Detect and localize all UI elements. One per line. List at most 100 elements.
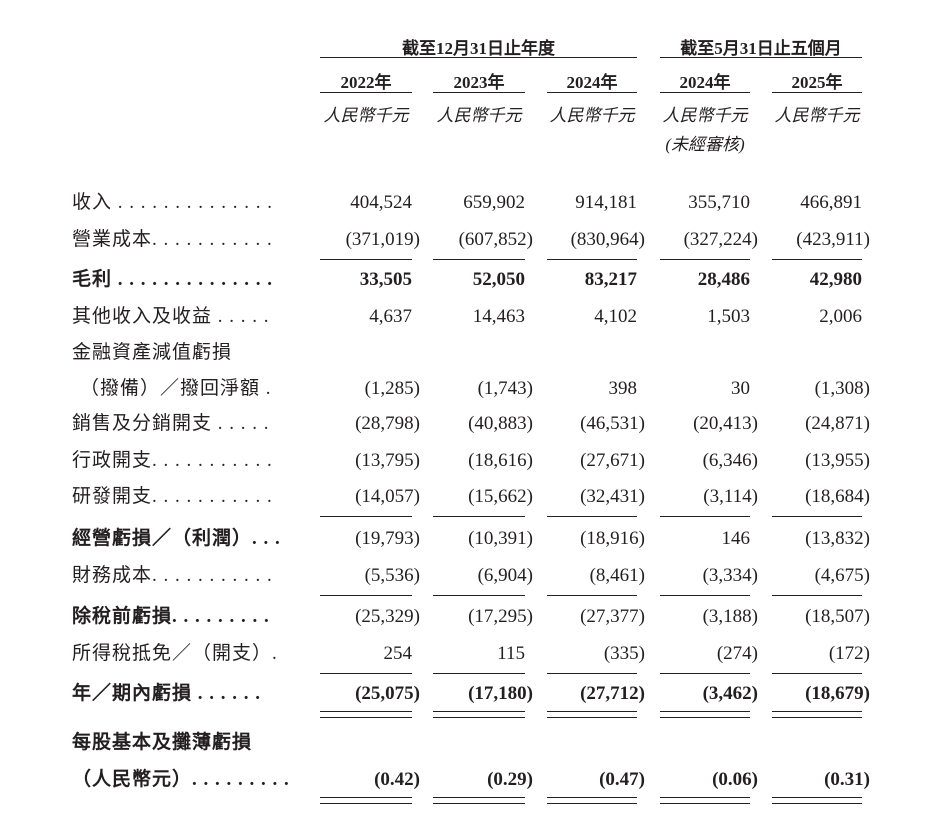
group-rule-year	[320, 57, 637, 58]
table-cell: (17,295)	[468, 606, 533, 627]
subtotal-rule	[772, 516, 862, 517]
table-cell: (3,188)	[702, 606, 758, 627]
subtotal-rule	[320, 259, 412, 260]
table-cell: (27,712)	[580, 683, 645, 704]
column-year-rule	[433, 92, 525, 93]
total-double-rule	[547, 717, 637, 718]
row-label: 研發開支. . . . . . . . . . .	[72, 486, 273, 507]
subtotal-rule	[433, 516, 525, 517]
table-cell: (0.47)	[599, 769, 645, 790]
table-cell: (1,743)	[477, 378, 533, 399]
table-cell: 404,524	[350, 192, 412, 213]
table-cell: 146	[721, 528, 751, 549]
column-unit: 人民幣千元	[549, 106, 635, 125]
subtotal-rule	[772, 595, 862, 596]
subtotal-rule	[320, 516, 412, 517]
column-year-rule	[547, 92, 637, 93]
row-label: （人民幣元）. . . . . . . . .	[72, 769, 290, 790]
column-year: 2024年	[679, 73, 731, 92]
table-cell: (13,955)	[805, 450, 870, 471]
row-label: 所得稅抵免／（開支）.	[72, 643, 278, 664]
table-cell: (0.06)	[712, 769, 758, 790]
row-label: 金融資產減值虧損	[72, 342, 233, 363]
table-cell: (423,911)	[796, 229, 870, 250]
total-double-rule	[660, 803, 750, 804]
group-rule-period	[660, 57, 862, 58]
row-label: 收入 . . . . . . . . . . . . . .	[72, 192, 274, 213]
table-cell: (20,413)	[693, 413, 758, 434]
table-cell: 4,102	[594, 306, 637, 327]
column-year-rule	[320, 92, 412, 93]
total-double-rule	[433, 797, 525, 798]
table-cell: (15,662)	[468, 486, 533, 507]
table-cell: (274)	[716, 643, 758, 664]
subtotal-rule	[660, 516, 750, 517]
table-cell: 4,637	[369, 306, 412, 327]
column-unit: 人民幣千元	[662, 106, 748, 125]
table-cell: (3,462)	[702, 683, 758, 704]
table-cell: (18,916)	[580, 528, 645, 549]
table-cell: 28,486	[697, 269, 750, 290]
table-cell: 398	[608, 378, 638, 399]
table-cell: (18,616)	[468, 450, 533, 471]
table-cell: (607,852)	[458, 229, 533, 250]
row-label: （撥備）／撥回淨額 .	[80, 378, 272, 399]
table-cell: 30	[731, 378, 750, 399]
table-cell: (4,675)	[814, 565, 870, 586]
table-cell: (10,391)	[468, 528, 533, 549]
subtotal-rule	[660, 259, 750, 260]
total-double-rule	[320, 797, 412, 798]
table-cell: (24,871)	[805, 413, 870, 434]
table-cell: (172)	[828, 643, 870, 664]
table-cell: (0.42)	[374, 769, 420, 790]
table-cell: (19,793)	[355, 528, 420, 549]
subtotal-rule	[660, 595, 750, 596]
subtotal-rule	[547, 516, 637, 517]
table-cell: (13,832)	[805, 528, 870, 549]
table-cell: 52,050	[472, 269, 525, 290]
table-cell: (18,679)	[805, 683, 870, 704]
column-note: (未經審核)	[665, 135, 745, 154]
total-double-rule	[660, 711, 750, 712]
table-cell: (0.31)	[824, 769, 870, 790]
total-double-rule	[433, 803, 525, 804]
subtotal-rule	[547, 673, 637, 674]
total-double-rule	[320, 711, 412, 712]
table-cell: (6,904)	[477, 565, 533, 586]
table-cell: (18,684)	[805, 486, 870, 507]
subtotal-rule	[320, 595, 412, 596]
subtotal-rule	[433, 259, 525, 260]
total-double-rule	[772, 711, 862, 712]
table-cell: (13,795)	[355, 450, 420, 471]
total-double-rule	[660, 797, 750, 798]
subtotal-rule	[547, 595, 637, 596]
row-label: 每股基本及攤薄虧損	[72, 732, 253, 753]
group-header-year: 截至12月31日止年度	[402, 39, 555, 58]
column-year-rule	[772, 92, 862, 93]
table-cell: (830,964)	[570, 229, 645, 250]
table-cell: 115	[497, 643, 525, 664]
subtotal-rule	[772, 673, 862, 674]
table-cell: (371,019)	[345, 229, 420, 250]
table-cell: 83,217	[584, 269, 637, 290]
column-year: 2024年	[566, 73, 618, 92]
table-cell: (32,431)	[580, 486, 645, 507]
table-cell: 254	[383, 643, 413, 664]
group-header-period: 截至5月31日止五個月	[680, 39, 842, 58]
table-cell: (27,377)	[580, 606, 645, 627]
table-cell: (6,346)	[702, 450, 758, 471]
column-unit: 人民幣千元	[774, 106, 860, 125]
total-double-rule	[320, 717, 412, 718]
total-double-rule	[772, 797, 862, 798]
table-cell: (1,285)	[364, 378, 420, 399]
column-year: 2023年	[453, 73, 505, 92]
total-double-rule	[547, 803, 637, 804]
total-double-rule	[772, 803, 862, 804]
table-cell: (8,461)	[589, 565, 645, 586]
total-double-rule	[772, 717, 862, 718]
row-label: 其他收入及收益 . . . . .	[72, 306, 270, 327]
table-cell: 2,006	[819, 306, 862, 327]
row-label: 毛利 . . . . . . . . . . . . . .	[72, 269, 274, 290]
table-cell: 914,181	[575, 192, 637, 213]
subtotal-rule	[772, 259, 862, 260]
